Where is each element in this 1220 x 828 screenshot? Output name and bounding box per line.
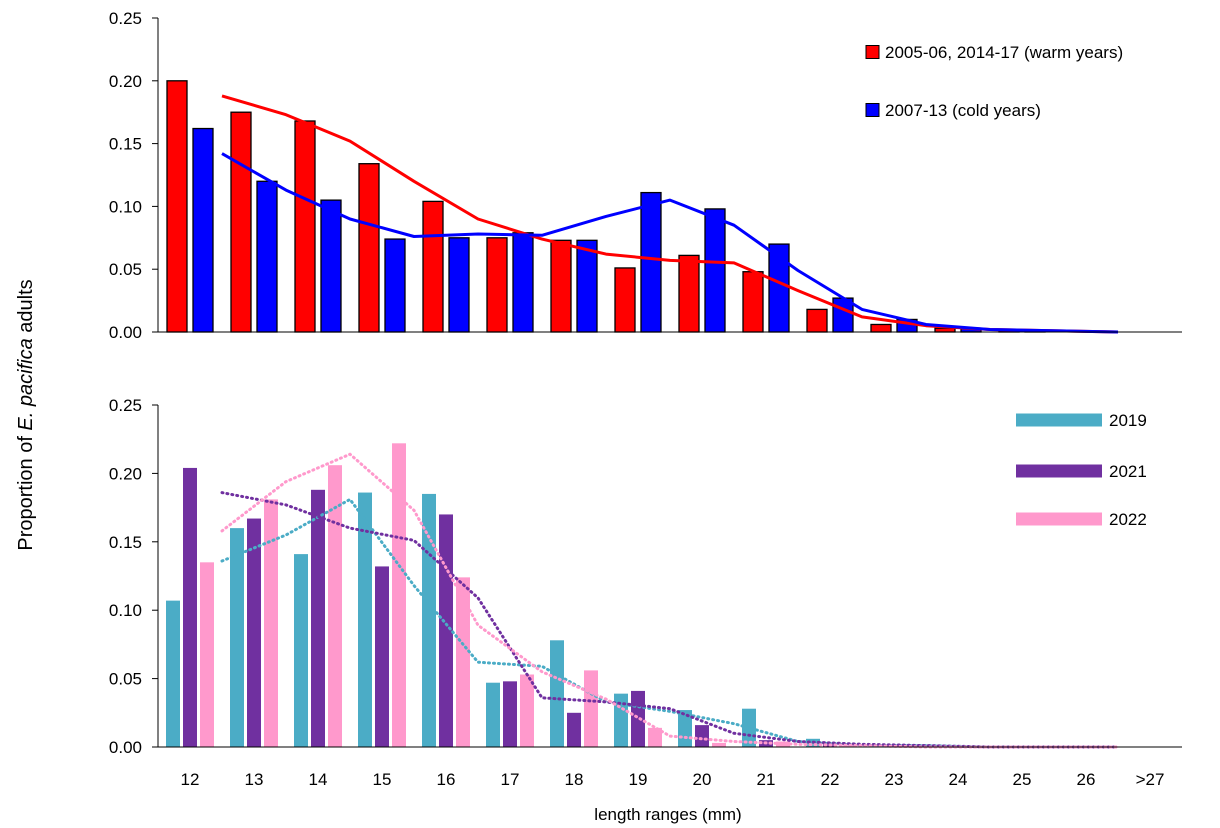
bar-bottom-s1-14 xyxy=(311,489,325,747)
bar-bottom-s1-19 xyxy=(631,690,645,747)
bar-top-s1-15 xyxy=(384,238,406,333)
legend-label: 2022 xyxy=(1109,510,1147,529)
x-tick-label: 12 xyxy=(181,770,200,789)
bar-top-s0-24 xyxy=(934,327,956,333)
x-tick-label: 24 xyxy=(949,770,968,789)
bar-top-s0-19 xyxy=(614,267,636,333)
y-tick-label: 0.00 xyxy=(109,738,142,757)
y-tick-label: 0.15 xyxy=(109,533,142,552)
x-tick-label: 26 xyxy=(1077,770,1096,789)
y-axis-label: Proportion of E. pacifica adults xyxy=(15,279,37,550)
trend-line-bottom-s1 xyxy=(220,491,1120,749)
x-tick-label: 21 xyxy=(757,770,776,789)
bar-top-s1-12 xyxy=(192,127,214,333)
y-tick-label: 0.05 xyxy=(109,260,142,279)
y-tick-label: 0.20 xyxy=(109,72,142,91)
y-axis-label-part: E. pacifica xyxy=(15,338,37,430)
bar-top-s0-14 xyxy=(294,120,316,333)
y-tick-label: 0.00 xyxy=(109,323,142,342)
y-axis-label-part: adults xyxy=(15,279,37,338)
y-axis-label-part: Proportion of xyxy=(15,431,37,551)
legend-swatch xyxy=(1016,464,1102,478)
bar-bottom-s1-15 xyxy=(375,566,389,747)
bar-top-s0-17 xyxy=(486,237,508,333)
x-tick-label: 13 xyxy=(245,770,264,789)
x-axis-label: length ranges (mm) xyxy=(594,805,741,824)
y-tick-label: 0.15 xyxy=(109,135,142,154)
bar-top-s0-22 xyxy=(806,308,828,333)
bar-bottom-s2-14 xyxy=(328,465,342,747)
bar-bottom-s1-17 xyxy=(503,681,517,747)
bar-bottom-s1-16 xyxy=(439,514,453,747)
x-tick-label: 14 xyxy=(309,770,328,789)
x-tick-label: 15 xyxy=(373,770,392,789)
legend-label: 2005-06, 2014-17 (warm years) xyxy=(885,43,1123,62)
trend-line-top-s1 xyxy=(221,152,1119,334)
bar-top-s0-16 xyxy=(422,200,444,333)
y-tick-label: 0.05 xyxy=(109,670,142,689)
bar-bottom-s2-18 xyxy=(584,670,598,747)
legend-swatch xyxy=(865,45,880,59)
x-tick-label: 23 xyxy=(885,770,904,789)
bar-bottom-s0-12 xyxy=(166,600,180,747)
x-tick-label: 20 xyxy=(693,770,712,789)
x-tick-label: 19 xyxy=(629,770,648,789)
trend-line-top-s0 xyxy=(221,94,1119,334)
bar-bottom-s2-21 xyxy=(776,741,790,747)
bar-bottom-s0-13 xyxy=(230,528,244,747)
top-panel: 0.00 0.05 0.10 0.15 0.20 0.25 2005-06, 2014-17… xyxy=(109,9,1182,342)
bar-bottom-s2-12 xyxy=(200,562,214,747)
bar-top-s0-21 xyxy=(742,271,764,333)
bar-bottom-s1-13 xyxy=(247,518,261,747)
y-tick-label: 0.10 xyxy=(109,197,142,216)
bar-top-s1-18 xyxy=(576,239,598,333)
legend-label: 2007-13 (cold years) xyxy=(885,101,1041,120)
bar-bottom-s2-16 xyxy=(456,577,470,747)
x-tick-label: 18 xyxy=(565,770,584,789)
bar-top-s0-13 xyxy=(230,111,252,333)
bar-bottom-s0-19 xyxy=(614,693,628,747)
bar-top-s0-18 xyxy=(550,239,572,333)
bar-bottom-s1-18 xyxy=(567,712,581,747)
y-tick-label: 0.25 xyxy=(109,9,142,28)
bar-top-s0-12 xyxy=(166,80,188,333)
bar-top-s1-17 xyxy=(512,232,534,333)
bottom-panel: 0.00 0.05 0.10 0.15 0.20 0.25 12 13 14 15 16 17 18 19… xyxy=(109,396,1182,824)
bar-bottom-s2-17 xyxy=(520,674,534,747)
bar-bottom-s2-20 xyxy=(712,742,726,747)
bar-top-s1-14 xyxy=(320,199,342,333)
bar-bottom-s1-20 xyxy=(695,725,709,747)
bar-top-s1-20 xyxy=(704,208,726,333)
x-tick-label: 17 xyxy=(501,770,520,789)
bar-top-s0-23 xyxy=(870,323,892,333)
x-tick-label: 22 xyxy=(821,770,840,789)
bar-top-s1-16 xyxy=(448,237,470,333)
x-tick-label: 25 xyxy=(1013,770,1032,789)
legend-swatch xyxy=(865,103,880,117)
bar-bottom-s2-19 xyxy=(648,727,662,747)
legend-swatch xyxy=(1016,413,1102,427)
bar-top-s0-20 xyxy=(678,254,700,333)
bar-top-s1-13 xyxy=(256,180,278,333)
bar-bottom-s2-13 xyxy=(264,499,278,747)
x-tick-label: >27 xyxy=(1136,770,1165,789)
legend-label: 2021 xyxy=(1109,462,1147,481)
bar-top-s1-19 xyxy=(640,191,662,333)
trend-line-bottom-s2 xyxy=(220,452,1120,749)
bar-bottom-s0-14 xyxy=(294,554,308,747)
bar-bottom-s0-15 xyxy=(358,492,372,747)
bar-top-s0-15 xyxy=(358,163,380,333)
y-tick-label: 0.10 xyxy=(109,601,142,620)
bar-bottom-s0-17 xyxy=(486,682,500,747)
y-tick-label: 0.25 xyxy=(109,396,142,415)
y-tick-label: 0.20 xyxy=(109,464,142,483)
legend-label: 2019 xyxy=(1109,411,1147,430)
x-tick-label: 16 xyxy=(437,770,456,789)
bar-bottom-s0-16 xyxy=(422,493,436,747)
bar-bottom-s2-15 xyxy=(392,443,406,747)
bar-bottom-s0-18 xyxy=(550,640,564,747)
legend-swatch xyxy=(1016,512,1102,526)
bar-bottom-s1-12 xyxy=(183,467,197,747)
